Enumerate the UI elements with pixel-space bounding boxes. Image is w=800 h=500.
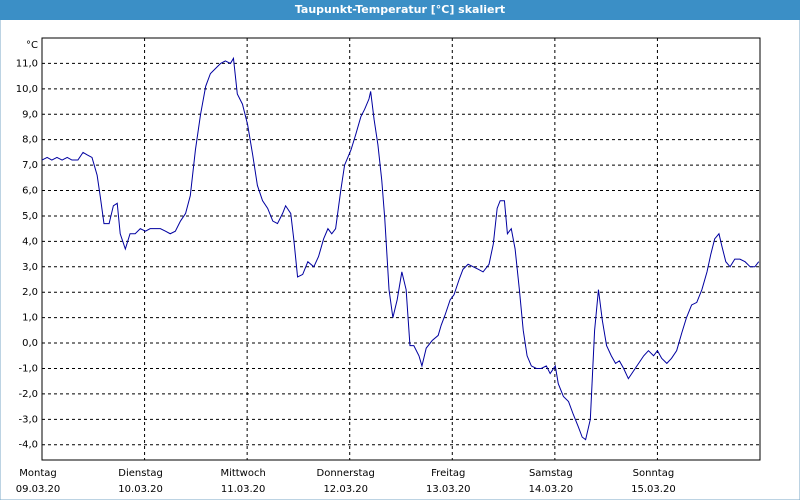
y-tick-label: 9,0 — [22, 109, 38, 120]
x-tick-date: 14.03.20 — [529, 484, 574, 495]
x-tick-date: 09.03.20 — [16, 484, 61, 495]
plot-frame — [41, 37, 761, 461]
y-tick-label: -4,0 — [18, 440, 38, 451]
x-tick-date: 15.03.20 — [631, 484, 676, 495]
y-tick-label: 0,0 — [22, 338, 38, 349]
title-bar — [0, 0, 800, 20]
y-tick-label: 4,0 — [22, 236, 38, 247]
y-tick-label: 11,0 — [16, 58, 38, 69]
y-tick-label: 8,0 — [22, 135, 38, 146]
data-line — [41, 56, 760, 441]
x-tick-label: Mittwoch — [220, 468, 265, 479]
y-tick-label: 5,0 — [22, 211, 38, 222]
x-tick-label: Samstag — [529, 468, 573, 479]
x-tick-label: Montag — [19, 468, 56, 479]
chart-title: Taupunkt-Temperatur [°C] skaliert — [295, 3, 505, 16]
x-tick-label: Sonntag — [633, 468, 675, 479]
x-tick-label: Dienstag — [118, 468, 163, 479]
y-tick-label: 1,0 — [22, 313, 38, 324]
x-tick-label: Donnerstag — [317, 468, 375, 479]
y-tick-label: 3,0 — [22, 262, 38, 273]
x-tick-date: 10.03.20 — [118, 484, 163, 495]
y-tick-label: 10,0 — [16, 84, 38, 95]
y-tick-label: 7,0 — [22, 160, 38, 171]
x-tick-date: 12.03.20 — [323, 484, 368, 495]
y-tick-label: 2,0 — [22, 287, 38, 298]
y-unit: °C — [26, 40, 38, 51]
x-tick-date: 11.03.20 — [221, 484, 266, 495]
y-tick-label: -2,0 — [18, 389, 38, 400]
y-tick-label: 6,0 — [22, 186, 38, 197]
y-tick-label: -1,0 — [18, 363, 38, 374]
y-tick-label: -3,0 — [18, 414, 38, 425]
x-tick-label: Freitag — [431, 468, 465, 479]
x-tick-date: 13.03.20 — [426, 484, 471, 495]
